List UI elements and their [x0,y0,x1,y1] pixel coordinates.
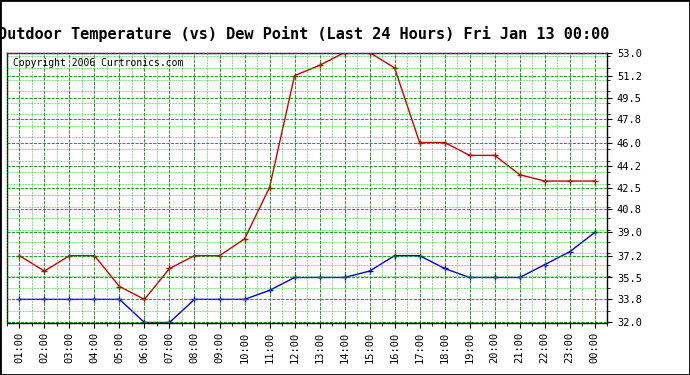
Text: Copyright 2006 Curtronics.com: Copyright 2006 Curtronics.com [13,58,184,68]
Text: Outdoor Temperature (vs) Dew Point (Last 24 Hours) Fri Jan 13 00:00: Outdoor Temperature (vs) Dew Point (Last… [0,26,609,42]
